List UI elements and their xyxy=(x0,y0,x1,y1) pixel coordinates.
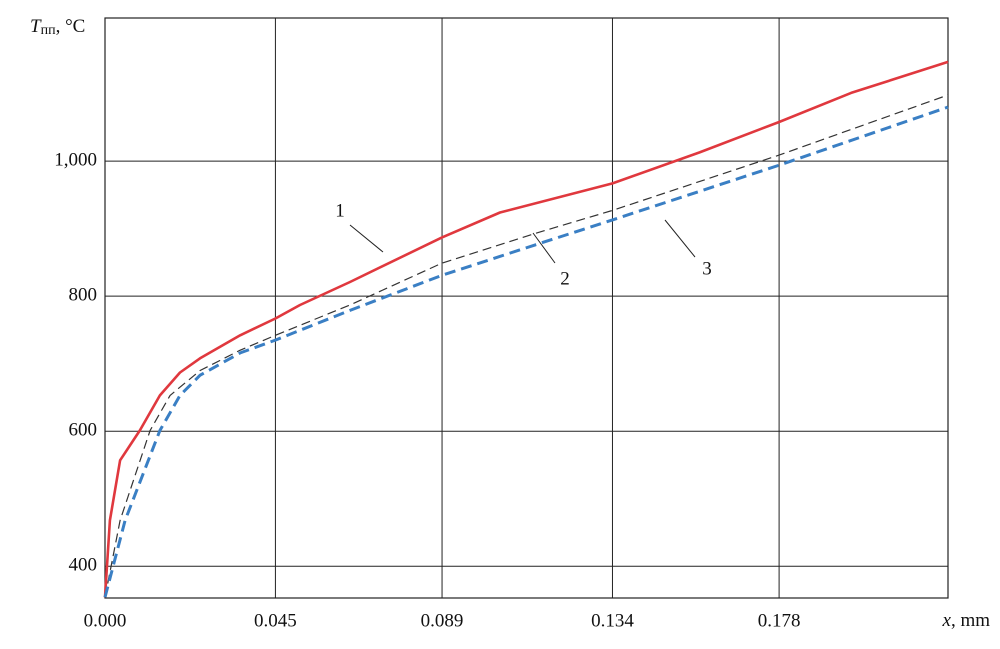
x-label-symbol: x xyxy=(942,610,952,631)
curve-label: 2 xyxy=(560,268,570,289)
plot-frame xyxy=(104,17,949,599)
y-tick-label: 1,000 xyxy=(54,150,97,171)
y-label-unit: , °C xyxy=(56,16,86,37)
x-tick-label: 0.134 xyxy=(591,610,634,631)
y-label-subscript: пп xyxy=(41,23,56,38)
y-tick-label: 800 xyxy=(69,285,98,306)
line-series xyxy=(104,94,949,598)
leader-line xyxy=(664,219,696,258)
leader-line xyxy=(532,232,556,264)
x-tick-label: 0.178 xyxy=(758,610,801,631)
x-tick-label: 0.089 xyxy=(421,610,464,631)
leader-line xyxy=(349,224,384,253)
y-label-symbol: T xyxy=(30,16,42,37)
curve-label: 3 xyxy=(702,258,712,279)
y-axis-label: Tпп, °C xyxy=(30,16,85,38)
x-tick-label: 0.045 xyxy=(254,610,297,631)
x-label-unit: , mm xyxy=(951,610,990,631)
x-tick-label: 0.000 xyxy=(84,610,127,631)
y-tick-label: 600 xyxy=(69,420,98,441)
line-series xyxy=(103,60,949,598)
line-series xyxy=(103,105,949,598)
x-axis-label: x, mm xyxy=(942,610,991,631)
curve-label: 1 xyxy=(335,200,345,221)
y-tick-label: 400 xyxy=(69,555,98,576)
